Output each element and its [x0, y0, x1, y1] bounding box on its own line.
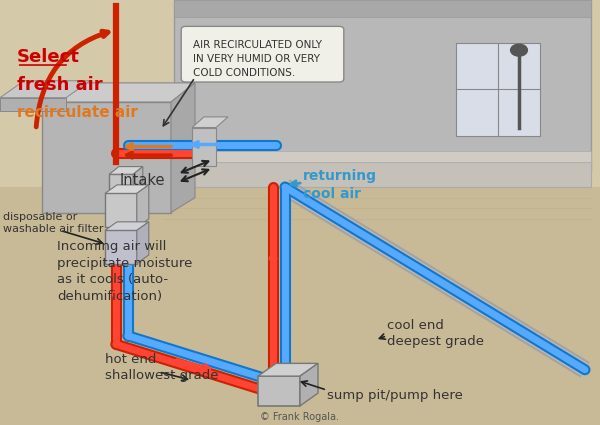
Polygon shape — [174, 0, 591, 17]
Polygon shape — [0, 98, 66, 110]
Text: disposable or
washable air filter: disposable or washable air filter — [3, 212, 104, 234]
Polygon shape — [105, 222, 149, 230]
Polygon shape — [0, 81, 90, 98]
Polygon shape — [300, 363, 318, 406]
FancyBboxPatch shape — [181, 26, 344, 82]
Polygon shape — [105, 193, 137, 227]
Text: Incoming air will
precipitate moisture
as it cools (auto-
dehumification): Incoming air will precipitate moisture a… — [57, 240, 193, 303]
Text: sump pit/pump here: sump pit/pump here — [327, 389, 463, 402]
Polygon shape — [137, 185, 149, 227]
Polygon shape — [171, 83, 195, 212]
Polygon shape — [456, 42, 540, 136]
Text: recirculate air: recirculate air — [17, 105, 137, 120]
Polygon shape — [133, 167, 143, 189]
Text: Intake: Intake — [120, 173, 166, 188]
Text: returning
cool air: returning cool air — [303, 169, 377, 201]
Polygon shape — [109, 174, 133, 189]
Text: cool end
deepest grade: cool end deepest grade — [387, 319, 484, 348]
Polygon shape — [162, 162, 591, 187]
Polygon shape — [137, 222, 149, 264]
Polygon shape — [192, 128, 216, 166]
Text: fresh air: fresh air — [17, 76, 103, 94]
Polygon shape — [105, 230, 137, 264]
Polygon shape — [0, 187, 600, 425]
Polygon shape — [109, 167, 143, 174]
Polygon shape — [42, 83, 195, 102]
Polygon shape — [174, 0, 591, 170]
Polygon shape — [162, 151, 591, 162]
Text: hot end
shallowest grade: hot end shallowest grade — [105, 353, 218, 382]
Polygon shape — [258, 376, 300, 406]
Polygon shape — [258, 363, 318, 376]
Text: Select: Select — [17, 48, 80, 66]
Polygon shape — [105, 185, 149, 193]
Polygon shape — [192, 117, 228, 128]
Text: © Frank Rogala.: © Frank Rogala. — [260, 411, 340, 422]
Circle shape — [511, 44, 527, 56]
Polygon shape — [42, 102, 171, 212]
Text: AIR RECIRCULATED ONLY
IN VERY HUMID OR VERY
COLD CONDITIONS.: AIR RECIRCULATED ONLY IN VERY HUMID OR V… — [193, 40, 322, 78]
